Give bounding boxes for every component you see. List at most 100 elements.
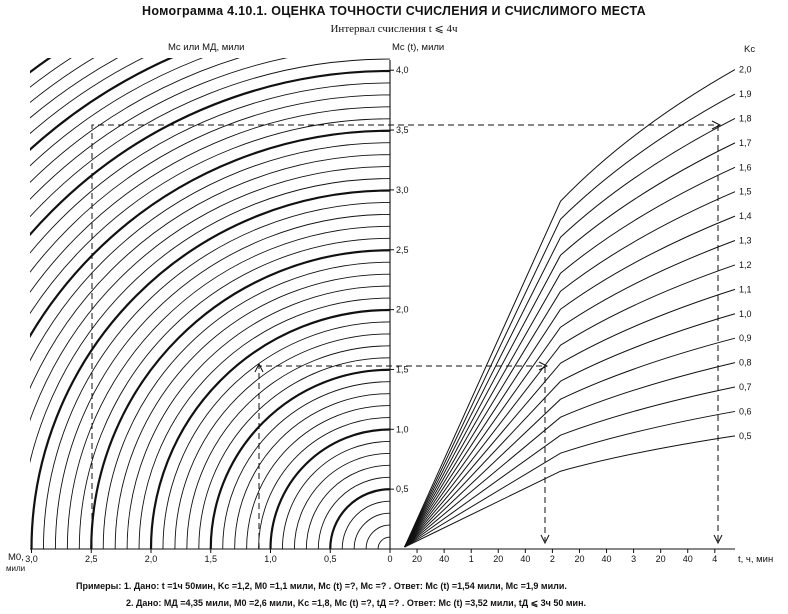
k-curve [404,69,736,548]
range-arc [317,476,390,549]
k-curve [404,240,736,548]
left-tick-label: 0 [387,554,392,564]
range-arc [341,500,390,549]
range-arc [90,249,390,549]
range-arc [102,261,390,549]
k-curve [404,142,736,548]
time-tick-label: 20 [493,554,503,564]
range-arc [377,536,390,549]
k-curve-label: 1,6 [739,162,752,172]
time-tick-label: 1 [469,554,474,564]
arcs-group [30,58,390,549]
example1-arrow-down [540,534,550,545]
k-curve-label: 1,3 [739,236,752,246]
k-curve-label: 1,8 [739,113,752,123]
range-arc [149,308,390,549]
range-arc [30,189,390,549]
k-curve [404,215,736,548]
left-tick-label: 2,5 [85,554,98,564]
k-curve-label: 1,5 [739,187,752,197]
range-arc [186,345,390,549]
range-arc [30,178,390,464]
range-arc [30,94,390,273]
center-tick-label: 2,0 [396,305,409,315]
range-arc [30,118,390,315]
range-arc [30,58,204,167]
range-arc [30,142,390,362]
k-curve [404,288,736,548]
k-curve-label: 1,7 [739,138,752,148]
left-tick-label: 2,0 [145,554,158,564]
range-arc [43,202,390,549]
k-curve [404,191,736,548]
range-arc [293,452,390,549]
range-arc [305,464,390,549]
range-arc [162,321,390,549]
example-line-1: Примеры: 1. Дано: t =1ч 50мин, Kс =1,2, … [76,581,567,591]
m0-label: M0, [8,552,24,563]
range-arc [30,69,390,237]
time-tick-label: 2 [550,554,555,564]
k-curve [404,362,736,548]
time-tick-label: 20 [412,554,422,564]
range-arc [234,393,390,549]
k-curve [404,410,736,548]
k-curve [404,337,736,548]
k-curve-label: 1,0 [739,309,752,319]
range-arc [246,405,390,549]
time-tick-label: 40 [439,554,449,564]
range-arc [126,285,390,549]
range-arc [365,524,390,549]
k-curve [404,118,736,548]
range-arc [30,58,390,218]
range-arc [66,225,390,549]
m0-unit-label: мили [6,564,26,573]
example1-dashed-line [258,365,546,549]
range-arc [258,417,390,549]
example2-dashed-line [91,124,719,549]
example1-arrow-up [254,362,264,373]
range-arc [30,166,390,422]
center-tick-label: 3,0 [396,185,409,195]
center-axis-label: Mс (t), мили [392,42,445,53]
k-curve [404,313,736,548]
center-tick-label: 2,5 [396,245,409,255]
time-tick-label: 3 [631,554,636,564]
range-arc [30,129,390,339]
k-curve-label: 1,4 [739,211,752,221]
range-arc [30,58,289,200]
time-axis-label: t, ч, мин [738,554,774,565]
time-tick-label: 4 [712,554,717,564]
k-curve [404,435,736,548]
k-axis-label: Kс [744,44,756,55]
nomogram-subtitle: Интервал счисления t ⩽ 4ч [330,23,458,35]
center-tick-label: 1,0 [396,424,409,434]
nomogram-title: Номограмма 4.10.1. ОЦЕНКА ТОЧНОСТИ СЧИСЛ… [142,4,646,18]
range-arc [30,106,390,294]
k-curve [404,93,736,548]
left-axis-label: Mс или MД, мили [168,42,245,53]
left-tick-label: 1,5 [204,554,217,564]
center-tick-label: 4,0 [396,65,409,75]
k-curve [404,264,736,548]
k-curve-label: 1,9 [739,89,752,99]
center-tick-label: 0,5 [396,484,409,494]
range-arc [222,381,390,549]
k-curve [404,166,736,548]
example-line-2: 2. Дано: MД =4,35 мили, M0 =2,6 мили, Kс… [126,598,587,608]
range-arc [138,297,390,549]
time-tick-label: 40 [683,554,693,564]
k-curve-label: 0,6 [739,406,752,416]
k-curve-label: 0,8 [739,358,752,368]
k-curve [404,386,736,548]
k-curve-label: 0,5 [739,431,752,441]
time-tick-label: 20 [574,554,584,564]
time-tick-label: 40 [602,554,612,564]
center-tick-label: 3,5 [396,125,409,135]
range-arc [174,333,390,549]
left-tick-label: 1,0 [264,554,277,564]
left-tick-label: 0,5 [324,554,337,564]
time-tick-label: 40 [520,554,530,564]
k-curve-label: 0,7 [739,382,752,392]
